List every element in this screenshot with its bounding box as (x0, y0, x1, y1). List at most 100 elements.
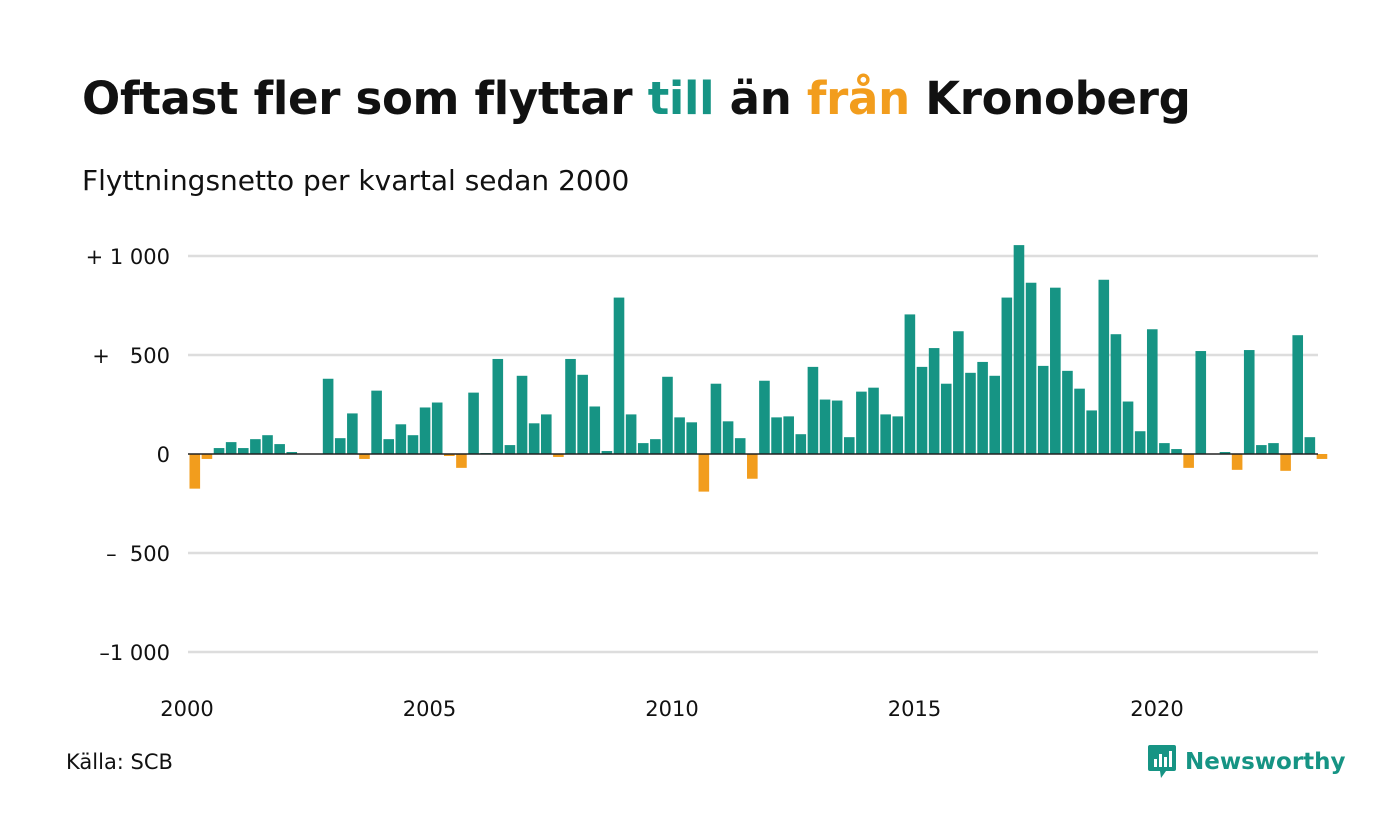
bar-positive (662, 376, 673, 454)
bar-positive (819, 399, 831, 454)
bar-positive (1086, 410, 1097, 454)
bar-positive (419, 407, 431, 454)
bar-negative (359, 454, 370, 459)
bar-positive (916, 366, 928, 454)
bar-positive (1025, 282, 1037, 454)
x-tick-label: 2020 (1130, 697, 1183, 721)
bar-positive (1110, 334, 1122, 454)
bar-negative (553, 454, 564, 457)
bar-positive (492, 358, 504, 454)
bar-positive (868, 387, 879, 454)
x-axis-labels: 2000 2005 2010 2015 2020 (160, 697, 1183, 721)
bar-positive (225, 442, 237, 454)
bar-positive (468, 392, 479, 454)
bar-negative (201, 454, 213, 459)
bar-positive (637, 443, 649, 454)
bar-positive (807, 366, 819, 454)
source-label: Källa: SCB (66, 750, 173, 774)
bar-negative (1231, 454, 1243, 470)
bar-positive (1292, 335, 1304, 454)
bar-positive (504, 445, 516, 454)
newsworthy-logo-icon (1148, 745, 1176, 778)
bar-positive (516, 375, 528, 454)
y-tick-label: –1 000 (99, 641, 170, 665)
bar-positive (1037, 365, 1049, 454)
bar-positive (431, 402, 443, 454)
bar-positive (528, 423, 540, 454)
bar-negative (1183, 454, 1194, 468)
brand-name: Newsworthy (1185, 749, 1346, 775)
bar-positive (371, 390, 382, 454)
bar-positive (965, 372, 976, 454)
y-axis-labels: + 1 000 + 500 0 – 500 –1 000 (86, 245, 170, 665)
chart-title: Oftast fler som flyttar till än från Kro… (82, 72, 1191, 125)
title-suffix: Kronoberg (909, 72, 1191, 125)
bar-positive (686, 422, 698, 454)
bar-positive (1122, 401, 1134, 454)
bar-positive (1268, 443, 1279, 454)
x-tick-label: 2015 (888, 697, 941, 721)
bar-positive (565, 358, 576, 454)
bar-positive (734, 438, 746, 454)
bar-positive (710, 383, 722, 454)
bar-positive (928, 348, 940, 454)
bar-positive (1159, 443, 1170, 454)
bar-positive (989, 375, 1001, 454)
bar-positive (334, 438, 346, 454)
bar-positive (759, 380, 770, 454)
bar-positive (1050, 287, 1061, 454)
title-prefix: Oftast fler som flyttar (82, 72, 648, 125)
bar-positive (771, 417, 782, 454)
y-tick-label: + 500 (92, 344, 170, 368)
bar-positive (650, 439, 661, 454)
bar-positive (722, 421, 734, 454)
bar-positive (783, 416, 794, 454)
bar-positive (856, 391, 867, 454)
bars (189, 245, 1328, 492)
bar-positive (577, 374, 588, 454)
bar-positive (213, 448, 225, 454)
bar-positive (1001, 297, 1013, 454)
bar-positive (892, 416, 904, 454)
bar-positive (1195, 351, 1207, 454)
bar-positive (540, 414, 552, 454)
bar-negative (1280, 454, 1291, 471)
bar-positive (1134, 431, 1146, 454)
bar-positive (880, 414, 891, 454)
grid-lines (188, 254, 1318, 654)
x-tick-label: 2010 (645, 697, 698, 721)
bar-positive (1171, 449, 1182, 454)
bar-positive (1098, 279, 1110, 454)
bar-positive (674, 417, 685, 454)
bar-positive (625, 414, 637, 454)
title-middle: än (714, 72, 807, 125)
bar-positive (1243, 350, 1255, 454)
chart-subtitle: Flyttningsnetto per kvartal sedan 2000 (82, 164, 630, 197)
y-tick-label: 0 (157, 443, 170, 467)
title-word-from: från (806, 72, 910, 125)
brand-logo: Newsworthy (1147, 744, 1346, 780)
bar-negative (1316, 454, 1328, 459)
bar-positive (262, 435, 273, 454)
bar-positive (589, 406, 601, 454)
bar-positive (601, 451, 613, 454)
bar-positive (1219, 452, 1231, 454)
bar-positive (250, 439, 261, 454)
bar-positive (953, 331, 964, 454)
x-tick-label: 2000 (160, 697, 213, 721)
bar-negative (189, 454, 201, 489)
bar-positive (795, 434, 807, 454)
bar-positive (831, 400, 843, 454)
bar-positive (1074, 388, 1085, 454)
title-word-to: till (647, 72, 715, 125)
bar-positive (1304, 437, 1316, 454)
bar-negative (444, 454, 455, 456)
bar-positive (286, 452, 298, 454)
bar-positive (843, 437, 855, 454)
bar-positive (904, 314, 916, 454)
bar-positive (407, 435, 419, 454)
x-tick-label: 2005 (403, 697, 456, 721)
bar-positive (613, 297, 625, 454)
bar-positive (237, 448, 249, 454)
